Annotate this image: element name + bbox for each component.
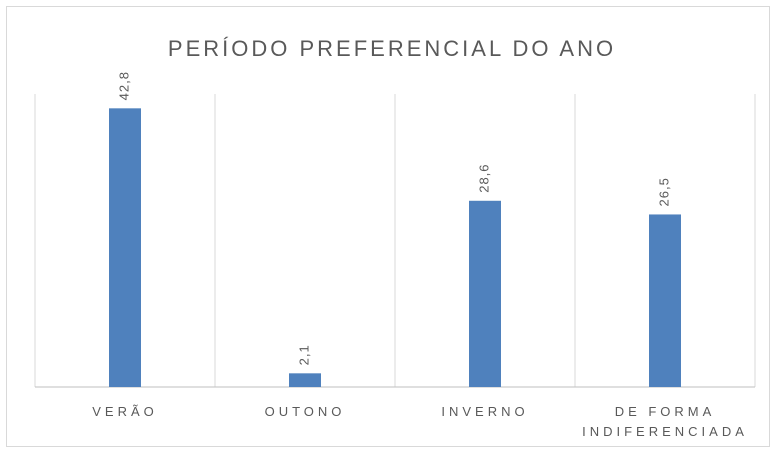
data-label: 2,1 — [296, 344, 311, 365]
bar — [469, 200, 501, 387]
x-tick-label: DE FORMA INDIFERENCIADA — [582, 404, 748, 439]
bar — [289, 373, 321, 387]
x-tick-label: OUTONO — [264, 404, 346, 419]
bar — [109, 108, 141, 387]
data-label: 26,5 — [656, 177, 671, 206]
data-label: 28,6 — [476, 163, 491, 192]
x-tick-label: INVERNO — [441, 404, 529, 419]
data-label: 42,8 — [116, 71, 131, 100]
x-tick-label: VERÃO — [92, 404, 158, 419]
chart-title: PERÍODO PREFERENCIAL DO ANO — [168, 36, 616, 61]
bar — [649, 214, 681, 387]
